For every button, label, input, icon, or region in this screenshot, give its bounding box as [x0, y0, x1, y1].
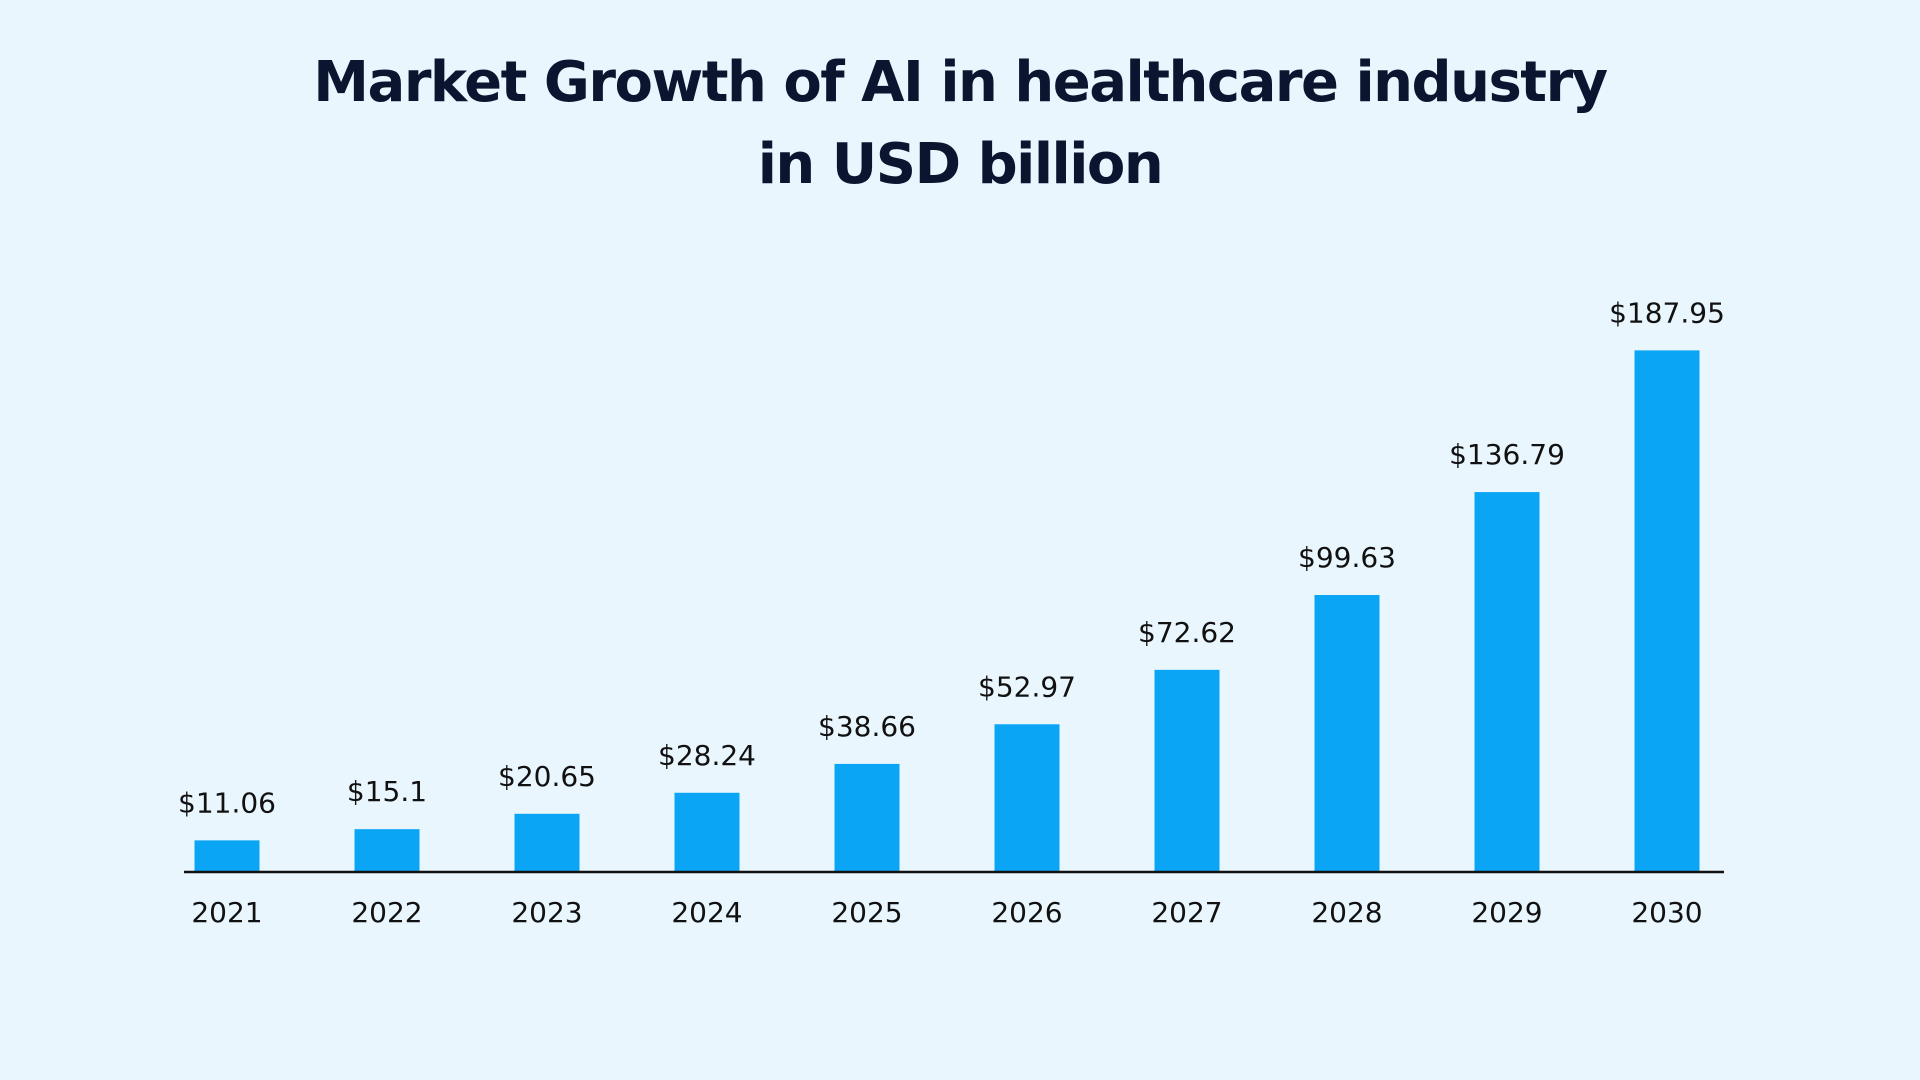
bar-2023: [514, 813, 580, 871]
value-label-2022: $15.1: [347, 775, 427, 808]
chart-title: Market Growth of AI in healthcare indust…: [0, 42, 1920, 206]
chart-title-line-1: Market Growth of AI in healthcare indust…: [313, 50, 1608, 115]
value-labels-group: $11.06 $15.1 $20.65 $28.24 $38.66 $52.97 $72.6…: [178, 296, 1725, 819]
bar-2025: [834, 763, 900, 871]
bar-2021: [194, 840, 260, 871]
bars-group: [194, 350, 1700, 871]
bar-2029: [1474, 492, 1540, 871]
value-label-2023: $20.65: [498, 760, 596, 793]
bar-2024: [674, 792, 740, 871]
value-label-2021: $11.06: [178, 786, 276, 819]
value-label-2026: $52.97: [978, 670, 1076, 703]
value-label-2028: $99.63: [1298, 541, 1396, 574]
chart-title-line-2: in USD billion: [757, 132, 1164, 197]
value-label-2024: $28.24: [658, 739, 756, 772]
x-tick-label-2028: 2028: [1311, 896, 1382, 929]
x-tick-label-2023: 2023: [511, 896, 582, 929]
x-tick-label-2024: 2024: [671, 896, 742, 929]
x-tick-label-2026: 2026: [991, 896, 1062, 929]
value-label-2027: $72.62: [1138, 616, 1236, 649]
x-tick-label-2027: 2027: [1151, 896, 1222, 929]
bar-2028: [1314, 595, 1380, 871]
bar-2022: [354, 829, 420, 871]
bar-2030: [1634, 350, 1700, 871]
x-tick-label-2029: 2029: [1471, 896, 1542, 929]
x-tick-label-2025: 2025: [831, 896, 902, 929]
x-tick-label-2021: 2021: [191, 896, 262, 929]
bar-2027: [1154, 669, 1220, 871]
x-tick-label-2022: 2022: [351, 896, 422, 929]
value-label-2030: $187.95: [1609, 296, 1725, 329]
value-label-2025: $38.66: [818, 710, 916, 743]
bar-2026: [994, 724, 1060, 871]
x-tick-label-2030: 2030: [1631, 896, 1702, 929]
value-label-2029: $136.79: [1449, 438, 1565, 471]
x-tick-labels-group: 2021 2022 2023 2024 2025 2026 2027 2028 2029 2030: [191, 896, 1702, 929]
